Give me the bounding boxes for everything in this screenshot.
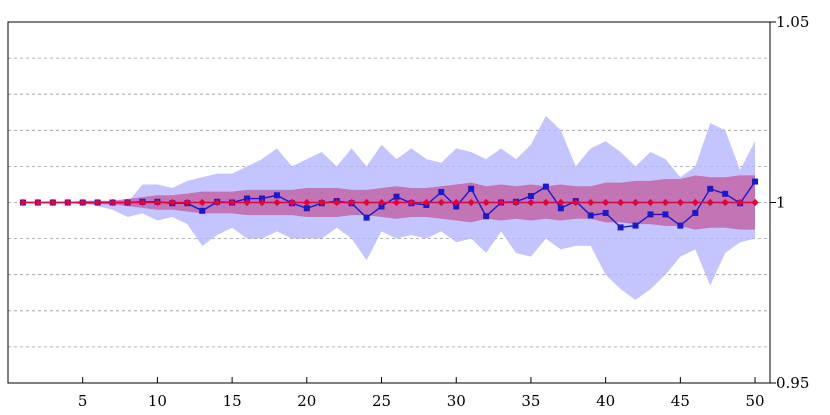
- y-tick-label-2: 1.05: [776, 13, 809, 31]
- series-0-point-29: [438, 189, 445, 196]
- x-tick-label-5: 5: [78, 392, 88, 410]
- series-0-point-26: [393, 193, 400, 200]
- series-1-point-3: [49, 198, 57, 207]
- marker-layer: [19, 178, 759, 231]
- series-1-point-12: [183, 198, 191, 207]
- series-0-point-46: [692, 209, 699, 216]
- series-0-point-37: [557, 205, 564, 212]
- series-1-point-15: [228, 198, 236, 207]
- series-1-point-4: [64, 198, 72, 207]
- series-1-point-41: [616, 198, 625, 207]
- series-1-point-7: [108, 198, 117, 207]
- x-tick-label-35: 35: [521, 392, 540, 410]
- series-0-point-20: [303, 205, 310, 212]
- series-0-point-42: [632, 222, 639, 229]
- tick-layer: 5 10 15 20 25 30 35 40 45 50 0.95 1 1.05: [78, 13, 809, 410]
- band-layer: [22, 115, 756, 300]
- series-1-point-26: [392, 198, 401, 207]
- series-1-point-20: [303, 198, 311, 207]
- series-1-point-35: [527, 198, 535, 207]
- series-1-point-13: [198, 198, 206, 207]
- series-1-point-19: [288, 198, 296, 207]
- series-1-point-11: [168, 198, 176, 207]
- series-1-point-37: [557, 198, 565, 207]
- series-0-point-50: [752, 178, 759, 185]
- series-1-point-8: [123, 198, 132, 207]
- series-1-point-36: [542, 198, 550, 207]
- series-1-point-1: [19, 198, 27, 207]
- series-1-point-14: [213, 198, 221, 207]
- series-1-point-34: [512, 198, 520, 207]
- series-1-point-28: [422, 198, 430, 207]
- series-0-point-43: [647, 211, 654, 218]
- series-1-point-45: [676, 198, 684, 207]
- series-0-point-25: [378, 203, 385, 210]
- x-tick-label-10: 10: [148, 392, 167, 410]
- series-1-point-6: [94, 198, 102, 207]
- series-0-point-16: [244, 195, 251, 202]
- series-0-point-18: [273, 192, 280, 199]
- x-tick-label-15: 15: [223, 392, 242, 410]
- x-tick-label-30: 30: [447, 392, 466, 410]
- series-1-point-18: [273, 198, 281, 207]
- series-1-point-50: [751, 198, 759, 207]
- series-1-point-32: [482, 198, 490, 207]
- series-0-point-39: [587, 212, 594, 219]
- series-0-point-24: [363, 214, 370, 221]
- series-1-point-42: [631, 198, 640, 207]
- series-0-point-35: [527, 193, 534, 200]
- series-1-point-16: [243, 198, 251, 207]
- series-0-point-44: [662, 211, 669, 218]
- series-1-point-30: [452, 198, 460, 207]
- series-1-point-24: [362, 198, 371, 207]
- series-1-point-21: [318, 198, 326, 207]
- series-1-point-39: [587, 198, 595, 207]
- series-1-point-46: [691, 198, 699, 207]
- series-1-point-22: [333, 198, 341, 207]
- series-0-point-41: [617, 224, 624, 231]
- series-0-point-31: [468, 185, 475, 192]
- series-1-point-9: [138, 198, 147, 207]
- x-tick-label-40: 40: [596, 392, 615, 410]
- series-1-point-25: [377, 198, 386, 207]
- series-1-point-38: [572, 198, 580, 207]
- series-1-point-33: [497, 198, 505, 207]
- series-0-point-48: [722, 190, 729, 197]
- series-1-point-48: [721, 198, 729, 207]
- series-0-point-13: [199, 207, 206, 214]
- series-0-point-17: [259, 195, 265, 202]
- series-0-point-40: [602, 209, 609, 216]
- series-0-point-47: [707, 185, 714, 192]
- x-tick-label-45: 45: [671, 392, 690, 410]
- series-0-point-36: [542, 183, 549, 190]
- series-1-point-10: [153, 198, 162, 207]
- series-0-point-45: [677, 222, 684, 229]
- x-tick-label-20: 20: [297, 392, 316, 410]
- series-1-point-29: [437, 198, 445, 207]
- series-1-point-47: [706, 198, 714, 207]
- series-1-point-40: [602, 198, 610, 207]
- series-1-point-23: [348, 198, 356, 207]
- y-tick-label-1: 1: [776, 194, 786, 212]
- series-1-point-43: [646, 198, 655, 207]
- x-tick-label-50: 50: [746, 392, 765, 410]
- y-tick-label-0: 0.95: [776, 374, 809, 392]
- series-1-point-17: [258, 198, 266, 207]
- series-0-point-32: [483, 213, 490, 220]
- series-1-point-27: [407, 198, 416, 207]
- series-1-point-49: [736, 198, 744, 207]
- series-1-point-31: [467, 198, 475, 207]
- series-1-point-44: [661, 198, 670, 207]
- series-1-point-2: [34, 198, 42, 207]
- x-tick-label-25: 25: [372, 392, 391, 410]
- series-0-point-30: [453, 203, 460, 210]
- series-1-point-5: [79, 198, 87, 207]
